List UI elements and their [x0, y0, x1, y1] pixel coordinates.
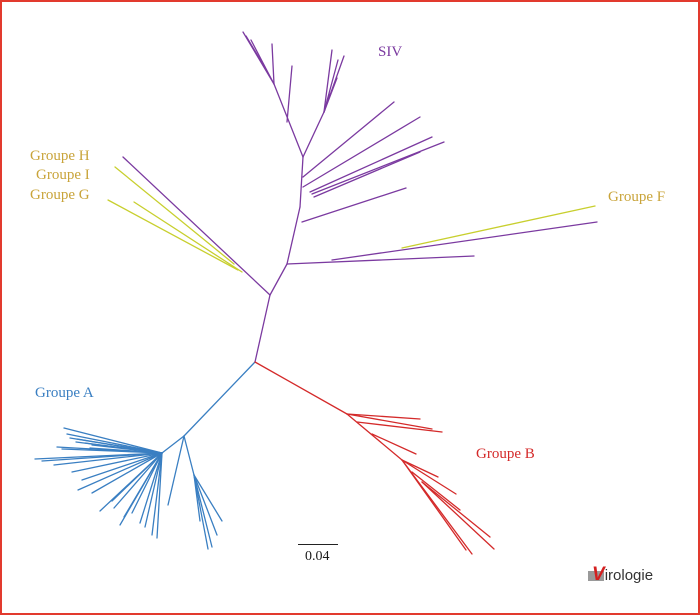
groupe-a-leaf	[131, 452, 163, 514]
siv-leaf	[271, 43, 275, 85]
label-groupe-g: Groupe G	[30, 187, 90, 203]
groupe-a-branch	[183, 361, 256, 437]
siv-branch	[299, 156, 304, 208]
groupe-a-leaf	[139, 452, 163, 524]
groupe-a-leaf	[193, 474, 223, 522]
label-siv: SIV	[378, 44, 403, 60]
logo-initial: V	[592, 564, 605, 585]
siv-leaf	[323, 49, 333, 113]
groupe-b-leaf	[401, 459, 439, 478]
groupe-a-leaf	[193, 474, 201, 522]
siv-leaf	[323, 93, 331, 113]
siv-branch	[273, 83, 304, 158]
groupe-a-branch	[161, 435, 185, 454]
groupe-b-leaf	[346, 413, 421, 420]
groupe-a-leaf	[193, 474, 218, 536]
siv-leaf	[301, 187, 407, 223]
groupe-b-leaf	[411, 471, 461, 511]
siv-leaf	[302, 116, 421, 188]
groupe-i-leaf	[114, 166, 235, 265]
groupe-a-leaf	[156, 452, 163, 539]
groupe-a-leaf	[193, 474, 213, 548]
siv-leaf	[309, 136, 433, 193]
groupe-b-leaf	[346, 413, 433, 430]
label-groupe-h: Groupe H	[30, 148, 90, 164]
groupe-b-leaf	[401, 459, 467, 551]
virologie-logo: Virologie	[588, 564, 653, 586]
siv-leaf	[286, 65, 293, 123]
groupe-a-leaf	[144, 452, 163, 528]
groupe-g-leaf	[133, 201, 243, 273]
groupe-a-leaf	[77, 452, 163, 491]
groupe-b-leaf	[421, 481, 495, 550]
siv-leaf	[302, 101, 395, 178]
groupe-a-branch	[183, 435, 195, 476]
groupe-a-leaf	[53, 452, 163, 466]
groupe-a-leaf	[193, 474, 209, 550]
groupe-b-leaf	[421, 481, 491, 538]
groupe-a-leaf	[101, 449, 163, 454]
siv-branch	[269, 263, 288, 296]
groupe-a-leaf	[71, 452, 163, 473]
groupe-b-leaf	[356, 421, 443, 433]
groupe-a-leaf	[119, 452, 163, 526]
siv-leaf	[311, 141, 445, 195]
groupe-a-leaf	[167, 435, 185, 506]
groupe-b-leaf	[401, 459, 457, 495]
groupe-a-leaf	[91, 444, 163, 454]
siv-leaf	[313, 151, 421, 198]
label-groupe-b: Groupe B	[476, 446, 535, 462]
siv-leaf	[286, 255, 475, 265]
groupe-b-leaf	[371, 433, 417, 455]
logo-text: irologie	[604, 567, 654, 584]
label-groupe-a: Groupe A	[35, 385, 94, 401]
groupe-a-leaf	[41, 452, 163, 462]
label-groupe-i: Groupe I	[36, 167, 90, 183]
groupe-a-leaf	[99, 452, 163, 512]
groupe-b-branch	[254, 361, 348, 415]
groupe-a-leaf	[81, 452, 163, 481]
groupe-f-leaf	[401, 205, 596, 249]
scale-bar-label: 0.04	[305, 549, 330, 564]
groupe-a-leaf	[91, 452, 163, 494]
groupe-a-leaf	[113, 452, 163, 509]
scale-bar	[298, 544, 338, 545]
siv-leaf	[245, 35, 265, 67]
backbone-branch	[254, 294, 271, 363]
siv-branch	[286, 206, 301, 265]
groupe-h-leaf	[122, 156, 271, 296]
groupe-b-branch	[346, 413, 403, 461]
groupe-a-leaf	[76, 438, 163, 454]
groupe-a-leaf	[63, 427, 163, 454]
groupe-a-leaf	[151, 452, 163, 536]
siv-branch	[302, 111, 325, 158]
groupe-g-leaf	[107, 199, 239, 271]
label-groupe-f: Groupe F	[608, 189, 666, 205]
siv-leaf	[331, 221, 598, 261]
